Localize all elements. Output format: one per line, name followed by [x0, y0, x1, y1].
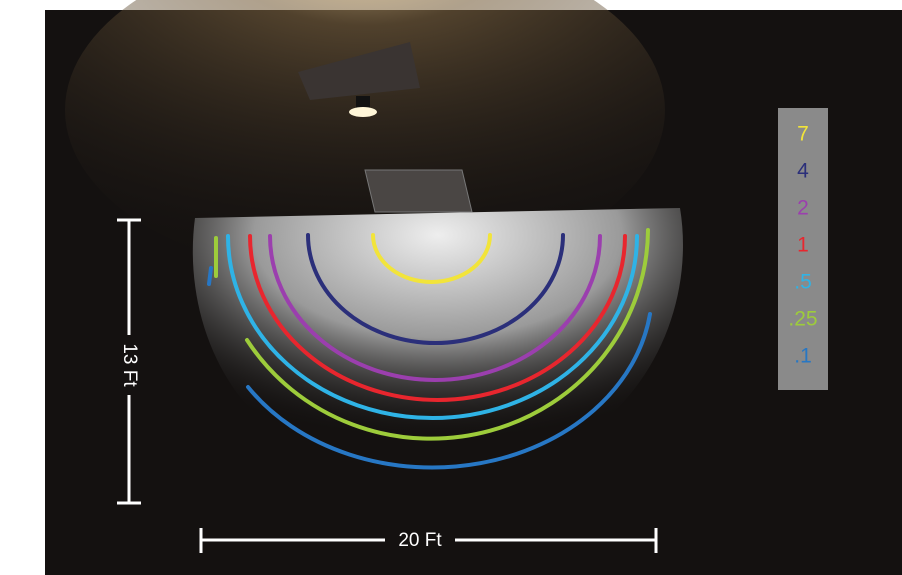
legend-label: .5 — [794, 271, 812, 294]
contour — [246, 312, 652, 470]
width-dimension: 20 Ft — [199, 528, 658, 553]
legend: 7 4 2 1 .5 .25 .1 — [778, 108, 828, 390]
legend-label: .25 — [788, 308, 817, 331]
contour — [248, 234, 627, 402]
fixture — [356, 96, 370, 110]
contours — [207, 228, 652, 470]
contour — [371, 233, 492, 284]
legend-label: .1 — [794, 345, 812, 368]
lamp — [349, 107, 377, 117]
contour — [306, 233, 565, 345]
fixture-mount — [298, 42, 420, 100]
legend-box — [778, 108, 828, 390]
legend-label: 7 — [797, 123, 809, 146]
legend-label: 2 — [797, 197, 809, 220]
legend-label: 4 — [797, 160, 809, 183]
contour — [207, 266, 213, 286]
dim-label: 13 Ft — [119, 343, 140, 387]
contour — [226, 234, 639, 420]
height-dimension: 13 Ft — [117, 218, 141, 505]
light-cone — [65, 0, 665, 280]
contour — [268, 234, 602, 382]
legend-label: 1 — [797, 234, 809, 257]
dim-label: 20 Ft — [398, 530, 442, 551]
contour — [245, 228, 650, 441]
panel — [364, 169, 473, 213]
